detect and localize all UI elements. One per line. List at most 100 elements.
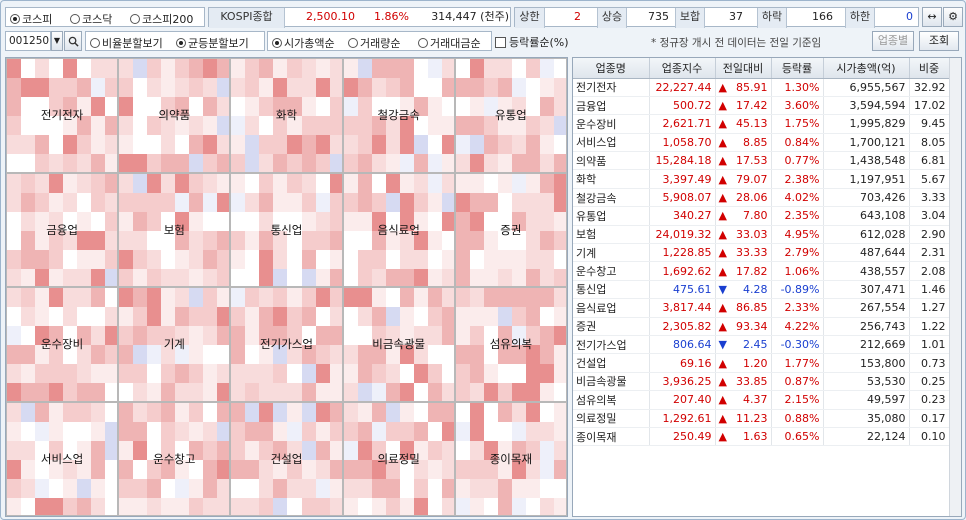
split-option-equal[interactable]: 균등분할보기: [176, 35, 249, 51]
stock-heat-cell[interactable]: [161, 402, 176, 423]
stock-heat-cell[interactable]: [497, 249, 513, 270]
stock-heat-cell[interactable]: [49, 192, 64, 213]
stock-heat-cell[interactable]: [469, 211, 485, 232]
stock-heat-cell[interactable]: [119, 116, 134, 136]
stock-heat-cell[interactable]: [49, 211, 64, 232]
stock-heat-cell[interactable]: [217, 383, 230, 401]
stock-heat-cell[interactable]: [511, 326, 527, 346]
header-weight[interactable]: 비중: [909, 58, 950, 79]
stock-heat-cell[interactable]: [483, 135, 499, 155]
stock-heat-cell[interactable]: [455, 173, 471, 194]
stock-heat-cell[interactable]: [161, 97, 176, 117]
stock-heat-cell[interactable]: [497, 173, 513, 194]
stock-heat-cell[interactable]: [175, 478, 190, 499]
stock-heat-cell[interactable]: [357, 211, 373, 232]
stock-heat-cell[interactable]: [133, 383, 148, 401]
stock-heat-cell[interactable]: [399, 307, 415, 327]
stock-heat-cell[interactable]: [315, 192, 331, 213]
stock-heat-cell[interactable]: [133, 59, 148, 79]
stock-heat-cell[interactable]: [63, 211, 78, 232]
stock-heat-cell[interactable]: [147, 192, 162, 213]
stock-heat-cell[interactable]: [441, 421, 454, 442]
stock-heat-cell[interactable]: [385, 497, 401, 516]
stock-heat-cell[interactable]: [343, 440, 359, 461]
table-row[interactable]: 증권 2,305.82 ▲ 93.34 4.22% 256,743 1.22: [573, 317, 950, 336]
stock-heat-cell[interactable]: [21, 78, 36, 98]
stock-heat-cell[interactable]: [301, 192, 317, 213]
stock-heat-cell[interactable]: [273, 154, 288, 172]
stock-heat-cell[interactable]: [175, 383, 190, 401]
stock-heat-cell[interactable]: [49, 440, 64, 461]
stock-heat-cell[interactable]: [413, 173, 429, 194]
stock-heat-cell[interactable]: [161, 211, 176, 232]
stock-heat-cell[interactable]: [553, 326, 566, 346]
stock-heat-cell[interactable]: [49, 173, 64, 194]
stock-heat-cell[interactable]: [469, 249, 485, 270]
stock-heat-cell[interactable]: [7, 268, 22, 287]
stock-heat-cell[interactable]: [245, 173, 260, 194]
stock-heat-cell[interactable]: [273, 116, 288, 136]
stock-heat-cell[interactable]: [539, 268, 555, 287]
stock-heat-cell[interactable]: [399, 97, 415, 117]
stock-heat-cell[interactable]: [217, 97, 230, 117]
stock-heat-cell[interactable]: [427, 288, 443, 308]
stock-heat-cell[interactable]: [49, 78, 64, 98]
stock-heat-cell[interactable]: [455, 440, 471, 461]
treemap-sector[interactable]: 유통업: [454, 58, 567, 173]
table-row[interactable]: 유통업 340.27 ▲ 7.80 2.35% 643,108 3.04: [573, 206, 950, 226]
stock-heat-cell[interactable]: [427, 459, 443, 480]
stock-heat-cell[interactable]: [133, 307, 148, 327]
stock-heat-cell[interactable]: [35, 364, 50, 384]
stock-heat-cell[interactable]: [105, 249, 118, 270]
stock-heat-cell[interactable]: [203, 268, 218, 287]
stock-heat-cell[interactable]: [245, 59, 260, 79]
stock-heat-cell[interactable]: [105, 288, 118, 308]
stock-heat-cell[interactable]: [385, 268, 401, 287]
stock-heat-cell[interactable]: [161, 268, 176, 287]
stock-heat-cell[interactable]: [189, 249, 204, 270]
stock-heat-cell[interactable]: [483, 402, 499, 423]
stock-heat-cell[interactable]: [399, 364, 415, 384]
stock-heat-cell[interactable]: [399, 383, 415, 401]
stock-heat-cell[interactable]: [133, 249, 148, 270]
stock-heat-cell[interactable]: [357, 268, 373, 287]
stock-heat-cell[interactable]: [427, 59, 443, 79]
stock-heat-cell[interactable]: [21, 326, 36, 346]
stock-heat-cell[interactable]: [189, 230, 204, 251]
radio-icon[interactable]: [272, 38, 282, 48]
stock-heat-cell[interactable]: [203, 211, 218, 232]
stock-heat-cell[interactable]: [343, 497, 359, 516]
stock-heat-cell[interactable]: [175, 402, 190, 423]
stock-heat-cell[interactable]: [511, 154, 527, 172]
stock-heat-cell[interactable]: [189, 116, 204, 136]
stock-heat-cell[interactable]: [371, 307, 387, 327]
stock-heat-cell[interactable]: [119, 211, 134, 232]
stock-heat-cell[interactable]: [413, 326, 429, 346]
stock-heat-cell[interactable]: [21, 230, 36, 251]
stock-heat-cell[interactable]: [147, 97, 162, 117]
stock-heat-cell[interactable]: [483, 383, 499, 401]
stock-heat-cell[interactable]: [427, 154, 443, 172]
stock-heat-cell[interactable]: [49, 478, 64, 499]
stock-heat-cell[interactable]: [49, 135, 64, 155]
stock-heat-cell[interactable]: [49, 383, 64, 401]
radio-icon[interactable]: [130, 14, 140, 24]
table-row[interactable]: 철강금속 5,908.07 ▲ 28.06 4.02% 703,426 3.33: [573, 188, 950, 208]
stock-heat-cell[interactable]: [63, 230, 78, 251]
stock-heat-cell[interactable]: [371, 383, 387, 401]
stock-heat-cell[interactable]: [273, 345, 288, 365]
stock-heat-cell[interactable]: [469, 135, 485, 155]
stock-heat-cell[interactable]: [357, 326, 373, 346]
stock-heat-cell[interactable]: [7, 402, 22, 423]
stock-heat-cell[interactable]: [427, 421, 443, 442]
stock-heat-cell[interactable]: [385, 78, 401, 98]
stock-heat-cell[interactable]: [7, 154, 22, 172]
stock-heat-cell[interactable]: [91, 326, 106, 346]
stock-heat-cell[interactable]: [441, 116, 454, 136]
stock-heat-cell[interactable]: [119, 383, 134, 401]
stock-heat-cell[interactable]: [21, 459, 36, 480]
stock-heat-cell[interactable]: [371, 211, 387, 232]
stock-heat-cell[interactable]: [343, 135, 359, 155]
stock-heat-cell[interactable]: [203, 421, 218, 442]
stock-heat-cell[interactable]: [245, 116, 260, 136]
